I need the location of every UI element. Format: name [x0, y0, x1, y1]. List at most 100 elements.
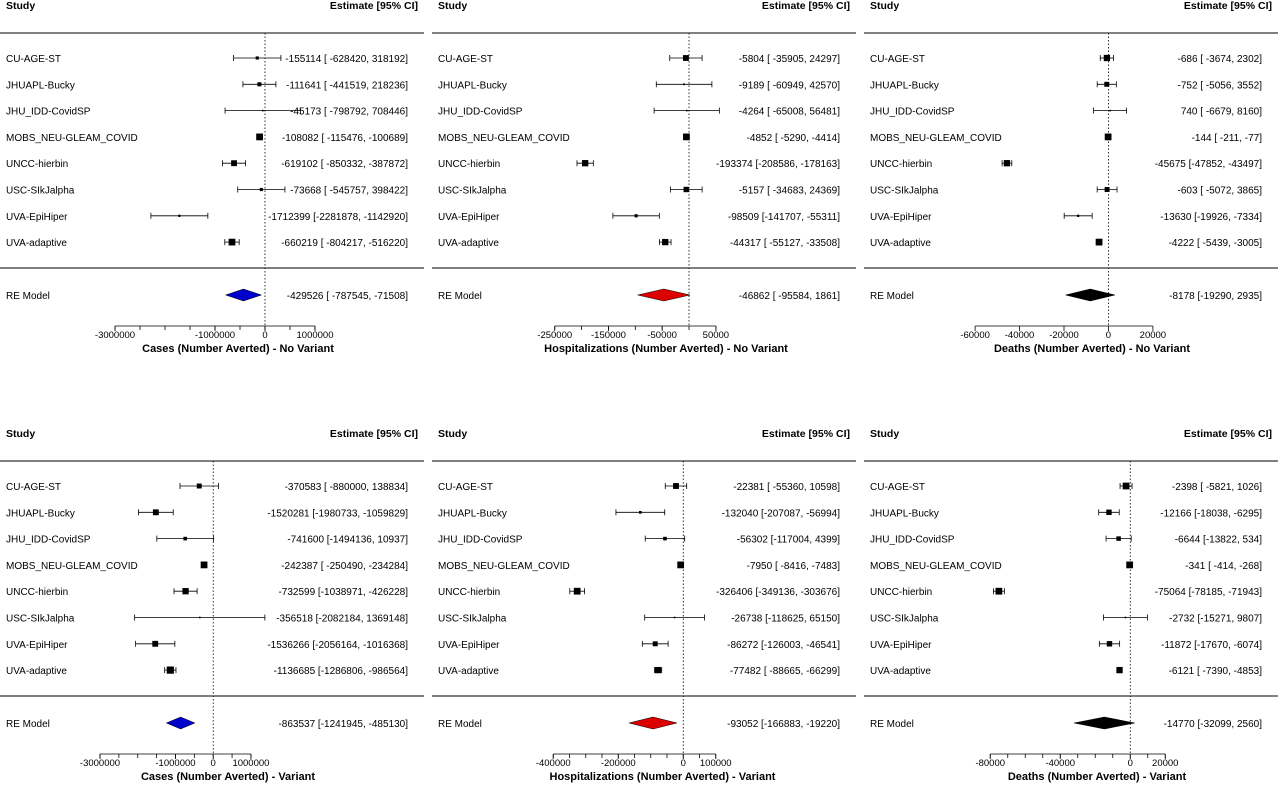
estimate-ci-text: -4264 [ -65008, 56481] [739, 107, 840, 118]
re-model-estimate-text: -8178 [-19290, 2935] [1169, 291, 1262, 302]
study-label: UVA-adaptive [870, 666, 931, 677]
study-label: CU-AGE-ST [870, 54, 925, 65]
point-estimate-square [183, 536, 188, 541]
point-estimate-square [634, 214, 638, 218]
estimate-ci-text: -341 [ -414, -268] [1185, 561, 1262, 572]
point-estimate-square [573, 587, 581, 595]
estimate-ci-text: -9189 [ -60949, 42570] [739, 80, 840, 91]
estimate-ci-text: -370583 [ -880000, 138834] [285, 482, 409, 493]
point-estimate-square [683, 83, 685, 86]
forest-panel-deaths-no-variant: Study Estimate [95% CI] CU-AGE-ST -686 [ -3… [864, 0, 1278, 355]
point-estimate-square [662, 238, 669, 246]
point-estimate-square [228, 238, 236, 246]
x-axis-title: Hospitalizations (Number Averted) - No V… [544, 343, 788, 355]
point-estimate-square [1003, 160, 1011, 167]
estimate-ci-text: -12166 [-18038, -6295] [1160, 508, 1262, 519]
estimate-ci-text: -242387 [ -250490, -234284] [281, 561, 408, 572]
re-model-estimate-text: -93052 [-166883, -19220] [727, 719, 840, 730]
x-axis-title: Deaths (Number Averted) - No Variant [994, 343, 1190, 355]
re-model-label: RE Model [6, 719, 50, 730]
estimate-ci-text: -4852 [ -5290, -4414] [747, 133, 841, 144]
x-tick-label: 0 [1128, 758, 1133, 769]
point-estimate-square [152, 640, 159, 647]
x-tick-label: 0 [681, 758, 686, 769]
estimate-ci-text: -108082 [ -115476, -100689] [282, 133, 408, 144]
x-tick-label: 1000000 [297, 330, 334, 341]
point-estimate-square [231, 160, 237, 167]
estimate-ci-text: -193374 [-208586, -178163] [716, 159, 840, 170]
study-label: UVA-adaptive [6, 238, 67, 249]
estimate-ci-text: -1136685 [-1286806, -986564] [274, 666, 409, 677]
x-axis-title: Hospitalizations (Number Averted) - Vari… [550, 771, 776, 783]
study-label: UVA-EpiHiper [6, 640, 68, 651]
estimate-ci-text: -2398 [ -5821, 1026] [1172, 482, 1262, 493]
study-label: USC-SIkJalpha [6, 614, 75, 625]
x-tick-label: 20000 [1152, 758, 1178, 769]
study-label: JHUAPL-Bucky [6, 80, 75, 91]
point-estimate-square [652, 641, 658, 647]
study-label: JHU_IDD-CovidSP [438, 107, 523, 118]
point-estimate-square [1116, 666, 1123, 674]
x-tick-label: -80000 [975, 758, 1005, 769]
study-label: CU-AGE-ST [438, 482, 493, 493]
re-model-estimate-text: -429526 [ -787545, -71508] [287, 291, 408, 302]
x-tick-label: -1000000 [155, 758, 195, 769]
re-model-diamond [1065, 288, 1116, 302]
x-tick-label: -400000 [536, 758, 571, 769]
estimate-ci-text: 740 [ -6679, 8160] [1181, 107, 1262, 118]
column-header-estimate: Estimate [95% CI] [330, 0, 418, 12]
x-tick-label: -3000000 [80, 758, 120, 769]
estimate-ci-text: -603 [ -5072, 3865] [1177, 186, 1262, 197]
study-label: UNCC-hierbin [870, 159, 932, 170]
point-estimate-square [673, 483, 679, 489]
re-model-diamond [637, 288, 691, 302]
re-model-diamond [224, 288, 263, 302]
study-label: JHUAPL-Bucky [870, 508, 939, 519]
re-model-label: RE Model [438, 719, 482, 730]
estimate-ci-text: -22381 [ -55360, 10598] [733, 482, 840, 493]
x-tick-label: 100000 [700, 758, 732, 769]
study-label: UNCC-hierbin [438, 587, 500, 598]
study-label: USC-SIkJalpha [438, 186, 507, 197]
study-label: UNCC-hierbin [6, 587, 68, 598]
re-model-diamond [165, 716, 196, 730]
x-tick-label: 20000 [1140, 330, 1166, 341]
study-label: CU-AGE-ST [438, 54, 493, 65]
point-estimate-square [582, 160, 589, 167]
estimate-ci-text: -111641 [ -441519, 218236] [286, 80, 408, 91]
study-label: USC-SIkJalpha [870, 614, 939, 625]
estimate-ci-text: -4222 [ -5439, -3005] [1169, 238, 1263, 249]
column-header-estimate: Estimate [95% CI] [762, 0, 850, 12]
study-label: JHU_IDD-CovidSP [438, 535, 523, 546]
forest-panel-cases-variant: Study Estimate [95% CI] CU-AGE-ST -370583 [… [0, 428, 424, 783]
x-tick-label: -60000 [960, 330, 990, 341]
point-estimate-square [178, 214, 181, 217]
study-label: UVA-adaptive [438, 238, 499, 249]
point-estimate-square [1104, 81, 1110, 87]
point-estimate-square [1104, 187, 1110, 192]
estimate-ci-text: -356518 [-2082184, 1369148] [276, 614, 408, 625]
estimate-ci-text: -132040 [-207087, -56994] [722, 508, 841, 519]
re-model-estimate-text: -863537 [-1241945, -485130] [278, 719, 408, 730]
point-estimate-square [683, 133, 690, 141]
study-label: MOBS_NEU-GLEAM_COVID [6, 561, 138, 572]
x-tick-label: 0 [1106, 330, 1111, 341]
point-estimate-square [259, 187, 263, 192]
x-tick-label: -20000 [1049, 330, 1079, 341]
column-header-study: Study [438, 428, 467, 440]
point-estimate-square [261, 109, 264, 112]
x-tick-label: -50000 [647, 330, 677, 341]
estimate-ci-text: -26738 [-118625, 65150] [731, 614, 840, 625]
study-label: JHU_IDD-CovidSP [870, 535, 955, 546]
column-header-study: Study [870, 428, 899, 440]
estimate-ci-text: -6121 [ -7390, -4853] [1169, 666, 1263, 677]
estimate-ci-text: -326406 [-349136, -303676] [716, 587, 840, 598]
study-label: UVA-adaptive [870, 238, 931, 249]
column-header-study: Study [438, 0, 467, 12]
x-tick-label: -200000 [601, 758, 636, 769]
estimate-ci-text: -660219 [ -804217, -516220] [281, 238, 408, 249]
x-tick-label: -40000 [1045, 758, 1075, 769]
point-estimate-square [673, 616, 676, 619]
column-header-estimate: Estimate [95% CI] [1184, 428, 1272, 440]
